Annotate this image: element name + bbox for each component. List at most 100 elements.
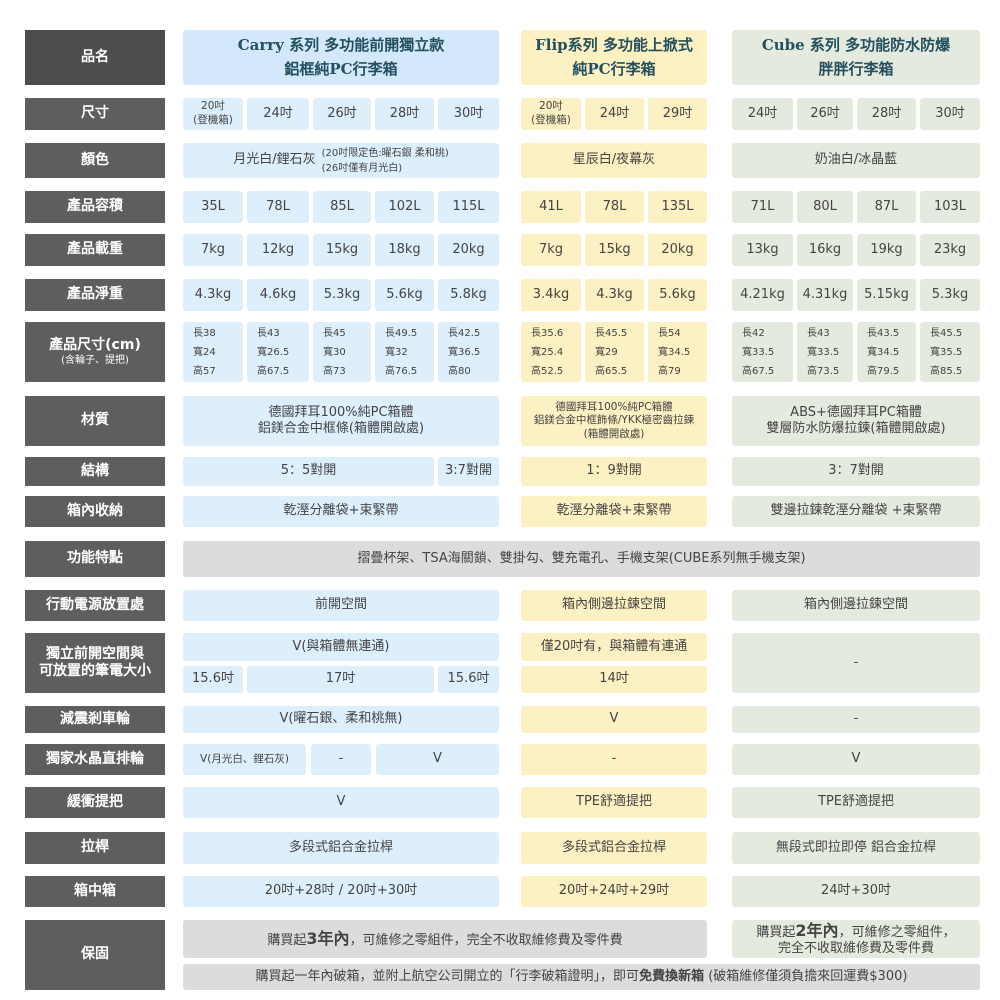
row-label-dims: 產品尺寸(cm) (含輪子、提把) (25, 322, 165, 382)
carry-dims-cell: 長42.5 寬36.5 高80 (438, 322, 499, 382)
warranty-carry-flip-post: ，可維修之零組件，完全不收取維修費及零件費 (349, 932, 623, 948)
carry-bumper-cell: V (183, 787, 499, 818)
carry-load-cell: 12kg (247, 234, 309, 266)
flip-capacity-cell: 78L (585, 191, 644, 223)
cube-dims-cell: 長43.5 寬34.5 高79.5 (857, 322, 916, 382)
carry-color-note: (20吋限定色:曜石銀 柔和桃) (26吋僅有月光白) (321, 147, 449, 174)
cube-load-cell: 13kg (732, 234, 793, 266)
carry-handle-cell: 多段式鋁合金拉桿 (183, 832, 499, 864)
warranty-all: 購買起一年內破箱，並附上航空公司開立的「行李破箱證明」，即可免費換新箱 (破箱維… (183, 964, 980, 990)
carry-nested-cell: 20吋+28吋 / 20吋+30吋 (183, 876, 499, 907)
cube-brake-cell: - (732, 706, 980, 733)
carry-dims-cell: 長49.5 寬32 高76.5 (375, 322, 434, 382)
row-label-handle: 拉桿 (25, 832, 165, 864)
cube-weight-cell: 4.31kg (797, 279, 853, 311)
carry-material-cell: 德國拜耳100%純PC箱體 鋁鎂合金中框條(箱體開啟處) (183, 396, 499, 446)
carry-power-cell: 前開空間 (183, 590, 499, 621)
row-label-capacity: 產品容積 (25, 191, 165, 223)
cube-weight-cell: 5.15kg (857, 279, 916, 311)
carry-capacity-cell: 78L (247, 191, 309, 223)
cube-size-cell: 28吋 (857, 98, 916, 130)
carry-laptop-cell: 15.6吋 (438, 666, 499, 693)
flip-bumper-cell: TPE舒適提把 (521, 787, 707, 818)
flip-series-title: Flip系列 多功能上掀式 純PC行李箱 (521, 30, 707, 85)
carry-crystal-cell: V(月光白、鋰石灰) (183, 744, 306, 775)
carry-capacity-cell: 85L (313, 191, 371, 223)
carry-load-cell: 18kg (375, 234, 434, 266)
cube-dims-cell: 長45.5 寬35.5 高85.5 (920, 322, 980, 382)
carry-load-cell: 20kg (438, 234, 499, 266)
carry-size-cell: 30吋 (438, 98, 499, 130)
cube-capacity-cell: 71L (732, 191, 793, 223)
carry-load-cell: 15kg (313, 234, 371, 266)
features-cell: 摺疊杯架、TSA海關鎖、雙掛勾、雙充電孔、手機支架(CUBE系列無手機支架) (183, 541, 980, 577)
flip-color-cell: 星辰白/夜幕灰 (521, 143, 707, 178)
flip-weight-cell: 4.3kg (585, 279, 644, 311)
carry-crystal-cell: - (311, 744, 371, 775)
cube-dims-cell: 長42 寬33.5 高67.5 (732, 322, 793, 382)
flip-size-cell: 29吋 (648, 98, 707, 130)
row-label-load: 產品載重 (25, 234, 165, 266)
cube-weight-cell: 4.21kg (732, 279, 793, 311)
cube-load-cell: 16kg (797, 234, 853, 266)
flip-front-cell: 僅20吋有，與箱體有連通 (521, 633, 707, 661)
carry-weight-cell: 5.8kg (438, 279, 499, 311)
carry-storage-cell: 乾溼分離袋+束緊帶 (183, 496, 499, 527)
row-label-weight: 產品淨重 (25, 279, 165, 311)
carry-weight-cell: 4.6kg (247, 279, 309, 311)
row-label-material: 材質 (25, 396, 165, 446)
dims-label-main: 產品尺寸(cm) (49, 337, 141, 353)
warranty-carry-flip: 購買起3年內，可維修之零組件，完全不收取維修費及零件費 (183, 920, 707, 958)
carry-color-cell: 月光白/鋰石灰 (20吋限定色:曜石銀 柔和桃) (26吋僅有月光白) (183, 143, 499, 178)
row-label-structure: 結構 (25, 457, 165, 486)
row-label-bumper: 緩衝提把 (25, 787, 165, 818)
flip-load-cell: 7kg (521, 234, 581, 266)
row-label-size: 尺寸 (25, 98, 165, 130)
flip-power-cell: 箱內側邊拉鍊空間 (521, 590, 707, 621)
warranty-all-pre: 購買起一年內破箱，並附上航空公司開立的「行李破箱證明」，即可 (255, 968, 640, 984)
flip-weight-cell: 5.6kg (648, 279, 707, 311)
carry-capacity-cell: 115L (438, 191, 499, 223)
flip-brake-cell: V (521, 706, 707, 733)
cube-capacity-cell: 103L (920, 191, 980, 223)
flip-structure-cell: 1：9對開 (521, 457, 707, 486)
cube-nested-cell: 24吋+30吋 (732, 876, 980, 907)
warranty-cube-post: ，可維修之零組件， 完全不收取維修費及零件費 (777, 924, 956, 956)
carry-weight-cell: 5.3kg (313, 279, 371, 311)
warranty-cube-bold: 2年內 (795, 920, 839, 940)
row-label-nested: 箱中箱 (25, 876, 165, 907)
flip-dims-cell: 長54 寬34.5 高79 (648, 322, 707, 382)
row-label-name: 品名 (25, 30, 165, 85)
carry-size-cell: 20吋 (登機箱) (183, 98, 243, 130)
carry-dims-cell: 長45 寬30 高73 (313, 322, 371, 382)
row-label-crystal: 獨家水晶直排輪 (25, 744, 165, 775)
cube-handle-cell: 無段式即拉即停 鋁合金拉桿 (732, 832, 980, 864)
carry-front-cell: V(與箱體無連通) (183, 633, 499, 661)
flip-crystal-cell: - (521, 744, 707, 775)
carry-color-main: 月光白/鋰石灰 (233, 152, 316, 168)
row-label-storage: 箱內收納 (25, 496, 165, 527)
carry-capacity-cell: 102L (375, 191, 434, 223)
carry-structure-cell: 5：5對開 (183, 457, 434, 486)
flip-laptop-cell: 14吋 (521, 666, 707, 693)
warranty-carry-flip-text: 購買起3年內，可維修之零組件，完全不收取維修費及零件費 (267, 929, 622, 949)
flip-nested-cell: 20吋+24吋+29吋 (521, 876, 707, 907)
flip-weight-cell: 3.4kg (521, 279, 581, 311)
row-label-brake: 減震剎車輪 (25, 706, 165, 733)
flip-handle-cell: 多段式鋁合金拉桿 (521, 832, 707, 864)
carry-brake-cell: V(曜石銀、柔和桃無) (183, 706, 499, 733)
flip-load-cell: 15kg (585, 234, 644, 266)
carry-load-cell: 7kg (183, 234, 243, 266)
row-label-warranty: 保固 (25, 920, 165, 990)
dims-label-sub: (含輪子、提把) (61, 354, 129, 366)
cube-capacity-cell: 80L (797, 191, 853, 223)
flip-capacity-cell: 41L (521, 191, 581, 223)
warranty-cube-pre: 購買起 (756, 924, 796, 940)
row-label-front: 獨立前開空間與 可放置的筆電大小 (25, 633, 165, 693)
flip-capacity-cell: 135L (648, 191, 707, 223)
warranty-cube: 購買起2年內，可維修之零組件， 完全不收取維修費及零件費 (732, 920, 980, 958)
warranty-cube-text: 購買起2年內，可維修之零組件， 完全不收取維修費及零件費 (756, 921, 955, 958)
row-label-color: 顏色 (25, 143, 165, 178)
cube-size-cell: 26吋 (797, 98, 853, 130)
cube-front-cell: - (732, 633, 980, 693)
